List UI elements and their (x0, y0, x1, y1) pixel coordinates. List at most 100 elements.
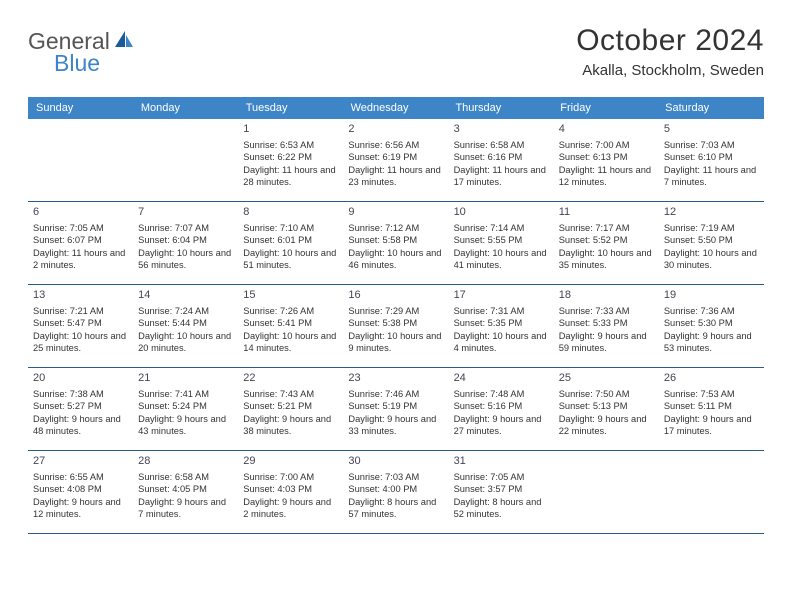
day-number: 12 (664, 205, 759, 220)
sunset-line: Sunset: 4:00 PM (348, 483, 443, 496)
sunset-line: Sunset: 5:24 PM (138, 400, 233, 413)
daylight-line: Daylight: 9 hours and 38 minutes. (243, 413, 338, 438)
daylight-line: Daylight: 9 hours and 53 minutes. (664, 330, 759, 355)
daylight-line: Daylight: 11 hours and 7 minutes. (664, 164, 759, 189)
day-number: 17 (454, 288, 549, 303)
daylight-line: Daylight: 10 hours and 9 minutes. (348, 330, 443, 355)
day-number: 29 (243, 454, 338, 469)
calendar-day: 31Sunrise: 7:05 AMSunset: 3:57 PMDayligh… (449, 451, 554, 533)
calendar-day: 10Sunrise: 7:14 AMSunset: 5:55 PMDayligh… (449, 202, 554, 284)
sunrise-line: Sunrise: 6:58 AM (454, 139, 549, 152)
day-number: 15 (243, 288, 338, 303)
day-number: 13 (33, 288, 128, 303)
daylight-line: Daylight: 9 hours and 43 minutes. (138, 413, 233, 438)
daylight-line: Daylight: 10 hours and 35 minutes. (559, 247, 654, 272)
sunrise-line: Sunrise: 7:07 AM (138, 222, 233, 235)
weekday-label: Sunday (28, 97, 135, 119)
calendar-day: 6Sunrise: 7:05 AMSunset: 6:07 PMDaylight… (28, 202, 133, 284)
daylight-line: Daylight: 11 hours and 28 minutes. (243, 164, 338, 189)
day-number: 18 (559, 288, 654, 303)
day-number: 9 (348, 205, 443, 220)
weekday-label: Thursday (449, 97, 554, 119)
calendar-week: 6Sunrise: 7:05 AMSunset: 6:07 PMDaylight… (28, 201, 764, 284)
daylight-line: Daylight: 9 hours and 48 minutes. (33, 413, 128, 438)
sunset-line: Sunset: 6:19 PM (348, 151, 443, 164)
calendar-week: 1Sunrise: 6:53 AMSunset: 6:22 PMDaylight… (28, 119, 764, 201)
title-block: October 2024 Akalla, Stockholm, Sweden (576, 24, 764, 79)
weekday-label: Friday (554, 97, 659, 119)
sunrise-line: Sunrise: 7:46 AM (348, 388, 443, 401)
sunset-line: Sunset: 4:05 PM (138, 483, 233, 496)
calendar-week: 27Sunrise: 6:55 AMSunset: 4:08 PMDayligh… (28, 450, 764, 533)
day-number: 22 (243, 371, 338, 386)
sunset-line: Sunset: 5:58 PM (348, 234, 443, 247)
weekday-label: Wednesday (345, 97, 450, 119)
day-number: 8 (243, 205, 338, 220)
daylight-line: Daylight: 11 hours and 17 minutes. (454, 164, 549, 189)
calendar-day: 19Sunrise: 7:36 AMSunset: 5:30 PMDayligh… (659, 285, 764, 367)
sunrise-line: Sunrise: 7:41 AM (138, 388, 233, 401)
day-number: 27 (33, 454, 128, 469)
daylight-line: Daylight: 10 hours and 4 minutes. (454, 330, 549, 355)
day-number: 28 (138, 454, 233, 469)
calendar-day: 20 Sunrise: 7:38 AMSunset: 5:27 PMDayligh… (28, 368, 133, 450)
calendar-day: 3Sunrise: 6:58 AMSunset: 6:16 PMDaylight… (449, 119, 554, 201)
sunrise-line: Sunrise: 7:00 AM (559, 139, 654, 152)
calendar-day: 11Sunrise: 7:17 AMSunset: 5:52 PMDayligh… (554, 202, 659, 284)
calendar-day: 12Sunrise: 7:19 AMSunset: 5:50 PMDayligh… (659, 202, 764, 284)
calendar: SundayMondayTuesdayWednesdayThursdayFrid… (28, 97, 764, 534)
day-number: 4 (559, 122, 654, 137)
sunset-line: Sunset: 6:04 PM (138, 234, 233, 247)
calendar-day: 13 Sunrise: 7:21 AMSunset: 5:47 PMDayligh… (28, 285, 133, 367)
brand-text-2-wrap: Blue (54, 50, 100, 77)
daylight-line: Daylight: 9 hours and 22 minutes. (559, 413, 654, 438)
sunrise-line: Sunrise: 7:03 AM (664, 139, 759, 152)
daylight-line: Daylight: 9 hours and 12 minutes. (33, 496, 128, 521)
sunrise-line: Sunrise: 6:53 AM (243, 139, 338, 152)
daylight-line: Daylight: 11 hours and 23 minutes. (348, 164, 443, 189)
sunrise-line: Sunrise: 7:19 AM (664, 222, 759, 235)
sunrise-line: Sunrise: 7:12 AM (348, 222, 443, 235)
sunset-line: Sunset: 5:27 PM (33, 400, 128, 413)
day-number: 14 (138, 288, 233, 303)
sunset-line: Sunset: 5:33 PM (559, 317, 654, 330)
day-number: 20 (33, 371, 128, 386)
calendar-day: 27Sunrise: 6:55 AMSunset: 4:08 PMDayligh… (28, 451, 133, 533)
sunrise-line: Sunrise: 7:38 AM (33, 388, 128, 401)
sunset-line: Sunset: 5:41 PM (243, 317, 338, 330)
calendar-day: 18Sunrise: 7:33 AMSunset: 5:33 PMDayligh… (554, 285, 659, 367)
daylight-line: Daylight: 9 hours and 2 minutes. (243, 496, 338, 521)
sunset-line: Sunset: 5:55 PM (454, 234, 549, 247)
sunrise-line: Sunrise: 7:21 AM (33, 305, 128, 318)
calendar-day: 7 Sunrise: 7:07 AMSunset: 6:04 PMDaylight… (133, 202, 238, 284)
daylight-line: Daylight: 10 hours and 56 minutes. (138, 247, 233, 272)
calendar-day-empty (554, 451, 659, 533)
sunset-line: Sunset: 6:10 PM (664, 151, 759, 164)
day-number: 5 (664, 122, 759, 137)
daylight-line: Daylight: 9 hours and 27 minutes. (454, 413, 549, 438)
sunrise-line: Sunrise: 7:26 AM (243, 305, 338, 318)
sunrise-line: Sunrise: 7:43 AM (243, 388, 338, 401)
page: General October 2024 Akalla, Stockholm, … (0, 0, 792, 558)
sunset-line: Sunset: 5:35 PM (454, 317, 549, 330)
daylight-line: Daylight: 10 hours and 46 minutes. (348, 247, 443, 272)
daylight-line: Daylight: 10 hours and 25 minutes. (33, 330, 128, 355)
daylight-line: Daylight: 9 hours and 17 minutes. (664, 413, 759, 438)
calendar-day-empty (659, 451, 764, 533)
calendar-day: 26Sunrise: 7:53 AMSunset: 5:11 PMDayligh… (659, 368, 764, 450)
day-number: 24 (454, 371, 549, 386)
sunset-line: Sunset: 6:22 PM (243, 151, 338, 164)
day-number: 19 (664, 288, 759, 303)
day-number: 7 (138, 205, 233, 220)
weeks: 1Sunrise: 6:53 AMSunset: 6:22 PMDaylight… (28, 119, 764, 533)
day-number: 6 (33, 205, 128, 220)
calendar-day: 4Sunrise: 7:00 AMSunset: 6:13 PMDaylight… (554, 119, 659, 201)
sunset-line: Sunset: 5:47 PM (33, 317, 128, 330)
calendar-day: 15Sunrise: 7:26 AMSunset: 5:41 PMDayligh… (238, 285, 343, 367)
sunset-line: Sunset: 4:08 PM (33, 483, 128, 496)
weekday-label: Tuesday (240, 97, 345, 119)
day-number: 10 (454, 205, 549, 220)
daylight-line: Daylight: 11 hours and 2 minutes. (33, 247, 128, 272)
sunrise-line: Sunrise: 6:58 AM (138, 471, 233, 484)
sunset-line: Sunset: 5:50 PM (664, 234, 759, 247)
